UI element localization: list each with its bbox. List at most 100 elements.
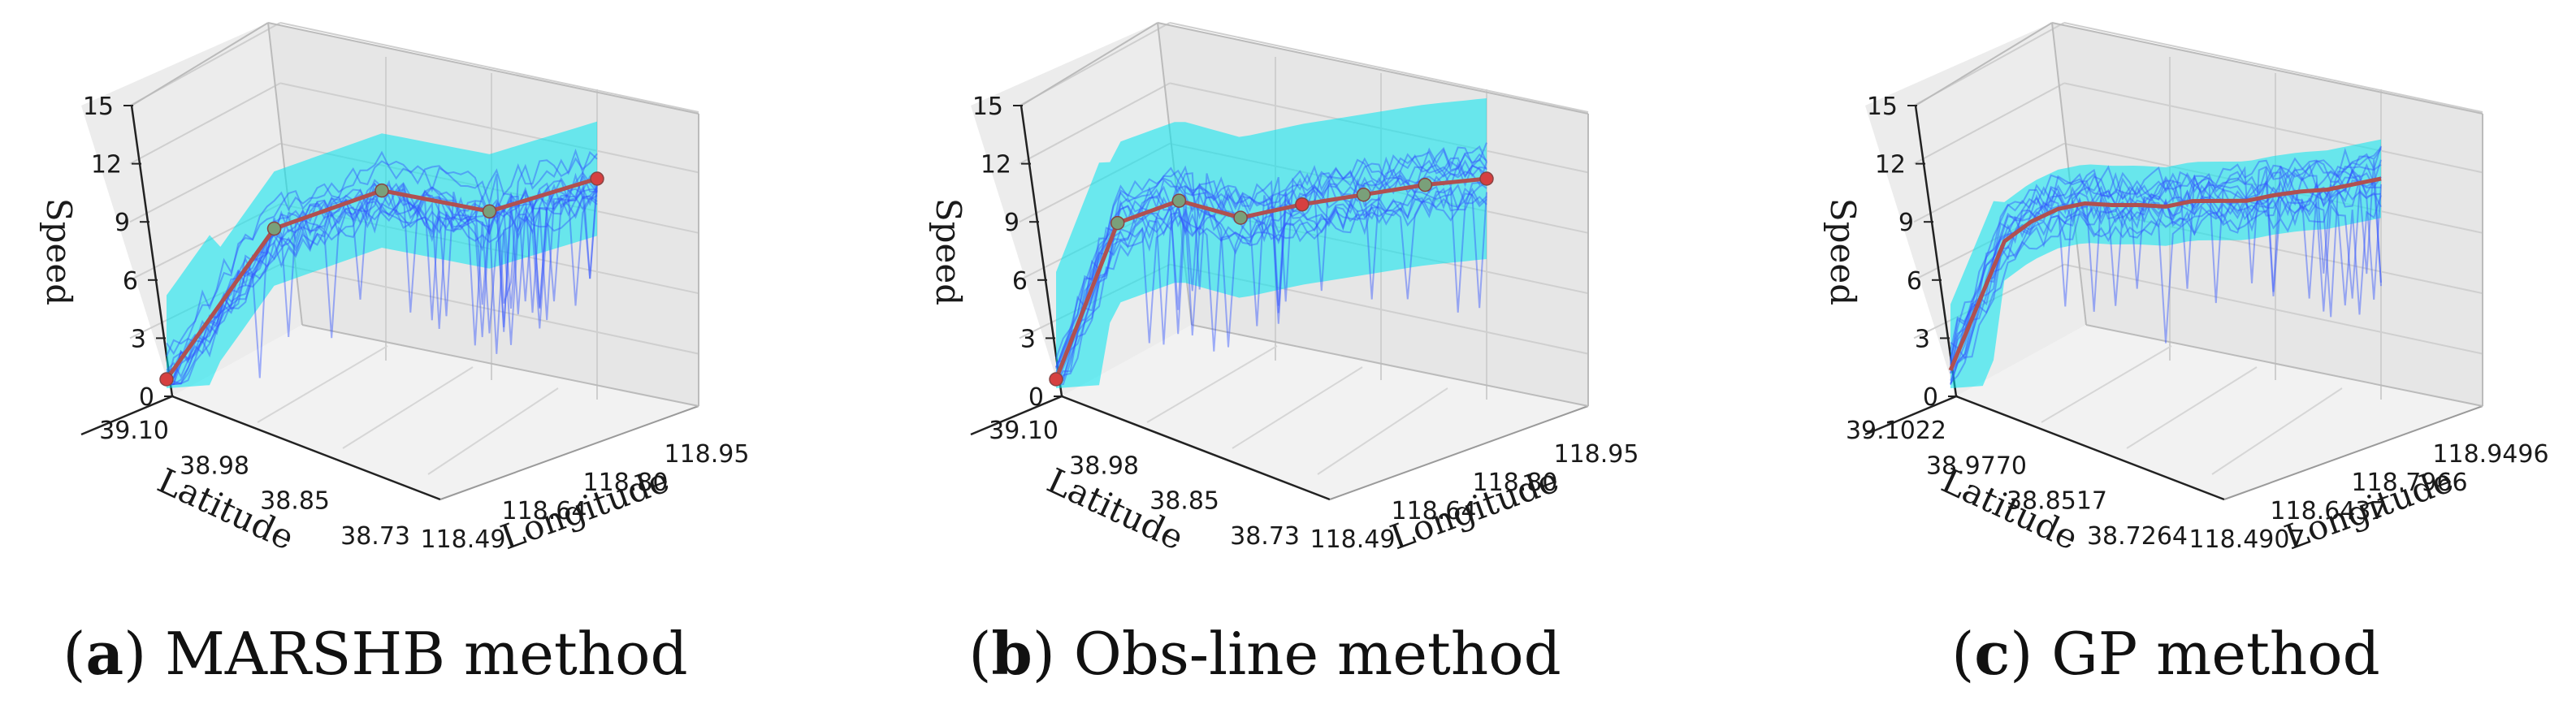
vehicle-trajectory: [166, 184, 598, 386]
vehicle-trajectory: [1055, 181, 1487, 386]
latitude-tick-label: 38.73: [1230, 522, 1300, 551]
grid-line: [1019, 82, 1171, 165]
vehicle-trajectory: [166, 187, 598, 386]
vehicle-trajectory: [1950, 184, 2382, 374]
speed-tick-label: 9: [1004, 209, 1020, 237]
knot-point: [266, 221, 282, 236]
caption-letter: b: [991, 619, 1032, 688]
longitude-axis-line: [1955, 395, 2225, 501]
vehicle-trajectory: [1055, 192, 1487, 386]
latitude-axis-line: [1864, 395, 1957, 436]
vehicle-trajectory: [1055, 187, 1487, 386]
vehicle-trajectory: [166, 148, 598, 356]
caption-text: GP method: [2033, 620, 2379, 688]
speed-axis-line: [1020, 105, 1063, 397]
grid-line: [2063, 82, 2483, 174]
speed-tick-label: 0: [139, 383, 154, 412]
knot-point: [159, 372, 174, 387]
grid-line: [342, 366, 474, 449]
fitted-speed-curve: [1054, 176, 1487, 380]
panel-caption: (b) Obs-line method: [968, 619, 1561, 688]
longitude-axis-line: [1061, 395, 1331, 501]
grid-line: [1913, 82, 2065, 165]
grid-line: [279, 82, 699, 174]
vehicle-trajectory: [1055, 187, 1487, 385]
grid-line: [1317, 387, 1448, 475]
vehicle-trajectory: [1055, 142, 1487, 368]
vehicle-trajectory: [1950, 195, 2382, 385]
caption-letter: a: [85, 619, 123, 688]
vehicle-trajectory: [1055, 145, 1487, 368]
latitude-tick-label: 38.85: [260, 487, 330, 516]
wall-edge: [1915, 22, 2053, 106]
latitude-tick-label: 38.85: [1149, 487, 1219, 516]
speed-axis-line: [1914, 105, 1958, 397]
confidence-band: [167, 121, 597, 388]
speed-tick-label: 6: [1012, 267, 1028, 296]
speed-tick-label: 0: [1923, 383, 1938, 412]
latitude-tick-label: 38.8517: [2007, 487, 2107, 516]
caption-text: MARSHB method: [146, 620, 687, 688]
floor-edge: [1191, 324, 1589, 407]
latitude-axis-line: [80, 395, 173, 436]
chart-panel-b: 0 3 6 9 12 15 39.10 38.98 38.85 38.73 118.49118.64…: [929, 22, 1639, 688]
speed-axis-label: Speed: [929, 198, 968, 305]
floor-edge: [301, 324, 699, 407]
knot-point: [1479, 171, 1494, 186]
longitude-tick-label: 118.64: [502, 497, 587, 525]
wall-edge: [131, 22, 269, 106]
floor-edge: [2085, 324, 2483, 407]
floor-pane: [1956, 325, 2483, 499]
grid-line: [129, 82, 281, 165]
grid-line: [1913, 142, 2065, 223]
longitude-tick-label: 118.6437: [2270, 497, 2386, 525]
vehicle-trajectory: [1950, 175, 2382, 385]
speed-tick-label: 0: [1028, 383, 1044, 412]
caption-close-paren: ): [123, 620, 146, 688]
knot-point: [482, 204, 497, 219]
knot-point: [1418, 177, 1433, 192]
latitude-tick-label: 39.10: [99, 417, 169, 445]
knot-point: [1295, 197, 1310, 212]
longitude-tick-label: 118.49: [421, 525, 506, 554]
caption-close-paren: ): [1033, 620, 1055, 688]
latitude-tick-label: 38.73: [340, 522, 410, 551]
panel-caption: (a) MARSHB method: [63, 619, 687, 688]
longitude-tick-label: 118.95: [1554, 440, 1639, 469]
confidence-band: [1056, 98, 1487, 388]
caption-letter: c: [1974, 619, 2010, 688]
longitude-tick-label: 118.95: [665, 440, 750, 469]
panel-caption: (c) GP method: [1951, 619, 2379, 688]
speed-tick-label: 6: [1907, 267, 1922, 296]
floor-edge: [439, 405, 699, 500]
grid-line: [1169, 22, 1589, 113]
latitude-tick-label: 38.9770: [1926, 452, 2027, 480]
vehicle-trajectory: [1055, 159, 1487, 364]
vehicle-trajectory: [1950, 147, 2382, 352]
speed-tick-label: 3: [1915, 325, 1930, 353]
vehicle-trajectory: [166, 190, 598, 386]
wall-edge: [1020, 22, 1158, 106]
vehicle-trajectory: [1950, 188, 2382, 384]
grid-line: [279, 22, 699, 113]
wall-edge: [2051, 22, 2483, 115]
longitude-tick-label: 118.80: [583, 469, 669, 497]
speed-axis-line: [130, 105, 174, 397]
longitude-tick-label: 118.4907: [2189, 525, 2305, 554]
back-pane-left: [1865, 23, 2086, 396]
fitted-speed-curve: [1948, 176, 2382, 371]
confidence-band: [1950, 139, 2381, 388]
vehicle-trajectory: [1055, 162, 1487, 385]
speed-tick-label: 3: [1020, 325, 1036, 353]
latitude-tick-label: 39.10: [989, 417, 1059, 445]
vehicle-trajectory: [166, 195, 598, 386]
vehicle-trajectory: [1950, 146, 2382, 364]
wall-edge: [267, 22, 699, 115]
chart-panel-a: 0 3 6 9 12 15 39.10 38.98 38.85 38.73 118.49118.64…: [39, 22, 750, 688]
speed-axis-label: Speed: [39, 198, 79, 305]
longitude-tick-label: 118.7966: [2351, 469, 2467, 497]
latitude-tick-label: 38.98: [1069, 452, 1139, 480]
speed-tick-label: 6: [123, 267, 138, 296]
